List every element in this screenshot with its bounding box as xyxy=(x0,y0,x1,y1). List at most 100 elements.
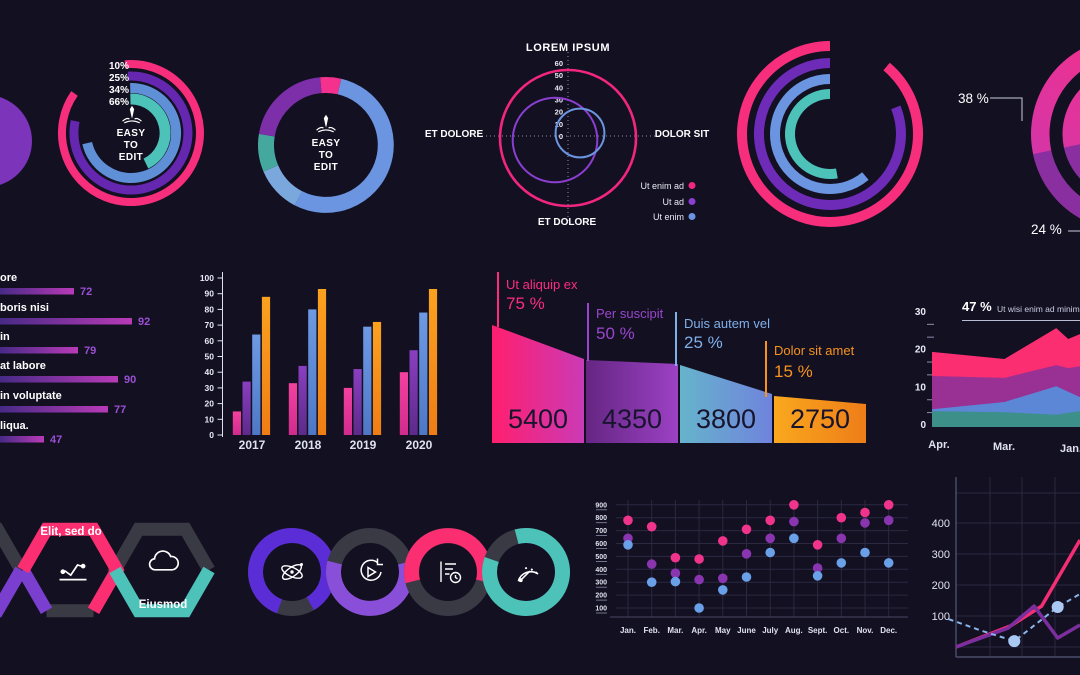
scatter-tick-label: 600 xyxy=(595,541,607,548)
hbar-label: in voluptate xyxy=(0,390,62,402)
area-layer xyxy=(932,411,1080,427)
line-tick-label: 200 xyxy=(932,580,950,592)
radar-tick-label: 10 xyxy=(555,120,563,129)
ring-arc xyxy=(57,60,204,207)
ring-arc xyxy=(130,93,171,169)
hbar-label: liqua. xyxy=(0,420,29,432)
hbar xyxy=(0,347,78,354)
vbar xyxy=(419,312,428,435)
radar-series-circle xyxy=(554,107,606,159)
vbar xyxy=(353,369,362,435)
vbar xyxy=(317,288,327,435)
vbar xyxy=(343,387,352,435)
vbar-year-label: 2017 xyxy=(239,438,266,452)
scatter-tick-label: 800 xyxy=(595,515,607,522)
hbar-label: in xyxy=(0,331,10,343)
donut-segment xyxy=(320,76,342,95)
tasks-icon xyxy=(433,556,465,588)
line-series xyxy=(955,539,1080,649)
hex-step-label-1: Elit, sed do xyxy=(40,526,102,538)
funnel-stage xyxy=(680,365,772,443)
radar-tick-label: 50 xyxy=(555,71,563,80)
scatter-dot xyxy=(765,515,775,526)
line-series xyxy=(955,604,1080,649)
scatter-dot xyxy=(670,568,681,578)
scatter-tick-label: 100 xyxy=(595,606,607,613)
replay-icon xyxy=(356,556,386,588)
radar-axis-right: DOLOR SIT xyxy=(654,129,710,140)
area-header-underline xyxy=(962,320,1080,321)
scatter-dot xyxy=(670,552,681,563)
scatter-dot xyxy=(741,572,752,582)
hbar xyxy=(0,376,118,383)
line-tick-label: 300 xyxy=(932,549,950,561)
atom-icon xyxy=(275,556,309,588)
pen-icon xyxy=(118,104,146,128)
vbar-tick-label: 20 xyxy=(205,399,215,409)
scatter-month-label: Sept. xyxy=(808,626,828,635)
radar-tick-label: 40 xyxy=(555,83,563,92)
spiral-arc xyxy=(770,74,869,194)
scatter-dot xyxy=(789,533,799,544)
scatter-dot xyxy=(765,533,775,544)
scatter-dot xyxy=(836,558,847,568)
arc-ring-label-2: 25% xyxy=(108,73,129,84)
hbar-value: 47 xyxy=(50,434,62,446)
funnel-stage-value: 4350 xyxy=(602,404,662,434)
hex-edge xyxy=(0,566,27,618)
hbar xyxy=(0,436,44,443)
radar-tick-label: 0 xyxy=(559,132,563,141)
vbar-tick-label: 80 xyxy=(205,304,215,314)
funnel-stage-value: 3800 xyxy=(696,404,756,434)
scatter-dot xyxy=(812,571,823,581)
scatter-dot xyxy=(836,512,847,523)
process-ring-arc xyxy=(482,527,570,616)
spiral-arc xyxy=(785,89,838,179)
donut-segment xyxy=(294,78,394,213)
scatter-month-label: Mar. xyxy=(667,626,683,635)
hbar-label: boris nisi xyxy=(0,302,49,314)
funnel-stage-name: Ut aliquip ex xyxy=(506,277,578,292)
area-tick-label: 0 xyxy=(920,420,926,431)
partial-pie-left xyxy=(0,97,32,185)
ring-arc xyxy=(82,82,182,183)
scatter-month-label: Oct. xyxy=(834,626,850,635)
funnel-stage-name: Per suscipit xyxy=(596,306,664,321)
legend-item-3: Ut enim xyxy=(652,212,684,222)
scatter-tick-label: 200 xyxy=(595,593,607,600)
scatter-dot xyxy=(694,554,704,564)
vbar-tick-label: 40 xyxy=(205,367,215,377)
scatter-month-label: Aug. xyxy=(785,626,803,635)
vbar-tick-label: 0 xyxy=(209,430,214,440)
scatter-month-label: Dec. xyxy=(880,626,897,635)
funnel-stage xyxy=(774,396,866,443)
scatter-dot xyxy=(860,547,870,558)
funnel-stage xyxy=(586,360,678,443)
vbar-tick-label: 70 xyxy=(205,320,215,330)
radar-tick-label: 20 xyxy=(555,108,563,117)
scatter-tick-label: 300 xyxy=(595,580,607,587)
area-x-label: Apr. xyxy=(928,439,949,451)
legend-dot xyxy=(688,182,696,189)
area-header-pct: 47 % xyxy=(962,299,992,314)
line-series xyxy=(948,593,1080,643)
vbar xyxy=(363,326,372,435)
vbar-year-label: 2020 xyxy=(406,438,433,452)
scatter-month-label: July xyxy=(762,626,779,635)
legend-dot xyxy=(688,213,696,220)
scatter-dot xyxy=(883,515,894,526)
spiral-arc xyxy=(753,58,906,210)
vbar xyxy=(261,296,271,435)
scatter-tick-label: 700 xyxy=(595,528,607,535)
funnel-stage-pct: 25 % xyxy=(684,333,723,352)
hex-edge xyxy=(17,566,53,614)
legend-item-2: Ut ad xyxy=(662,197,684,207)
hex-edge xyxy=(17,522,125,614)
vbar-tick-label: 60 xyxy=(205,336,215,346)
hbar-label: ore xyxy=(0,272,17,284)
radar-axis-bottom: ET DOLORE xyxy=(537,217,597,228)
scatter-dot xyxy=(718,585,728,595)
hbar-label: at labore xyxy=(0,360,46,372)
funnel-stage-value: 2750 xyxy=(790,404,850,434)
